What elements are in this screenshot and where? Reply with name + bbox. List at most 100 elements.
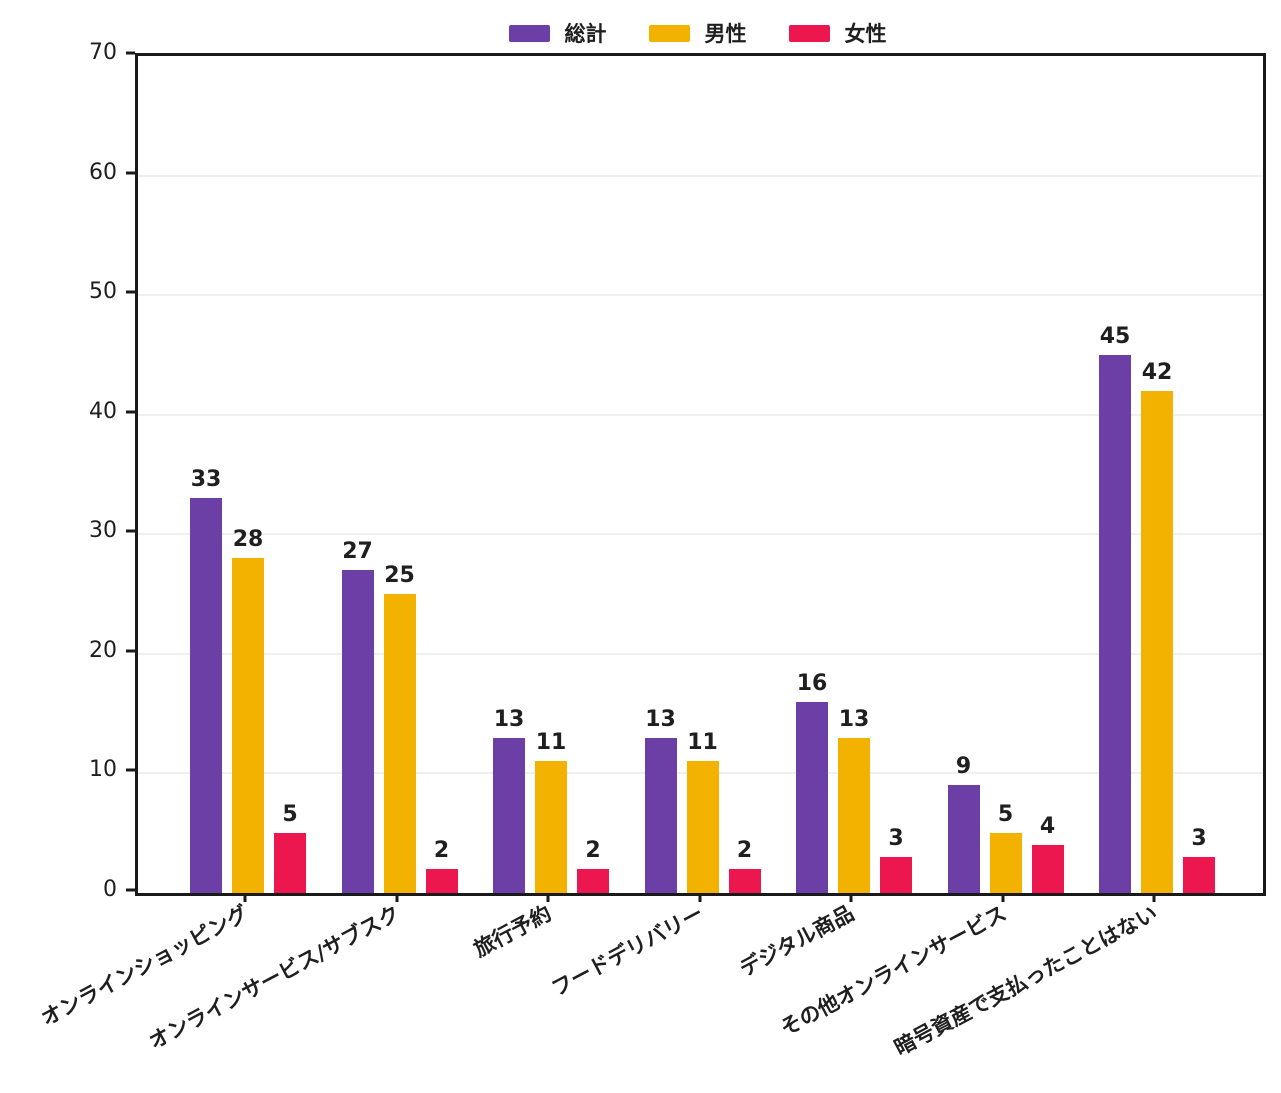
bar-wrap: 42: [1141, 359, 1173, 893]
bar-group: 16 13 3: [796, 672, 912, 893]
bar-value-label: 2: [585, 838, 601, 864]
bar-wrap: 13: [493, 706, 525, 893]
legend-label: 男性: [704, 22, 747, 46]
x-tick-label: フードデリバリー: [547, 901, 707, 1002]
x-tick-label: デジタル商品: [736, 901, 859, 982]
bar-wrap: 16: [796, 672, 828, 893]
bar-value-label: 3: [888, 826, 904, 852]
bar-value-label: 9: [955, 754, 972, 780]
y-tick-label: 50: [89, 279, 117, 305]
legend-swatch-icon: [648, 24, 690, 42]
bar: [341, 570, 374, 893]
bar-wrap: 2: [425, 838, 458, 893]
x-axis-labels: オンラインショッピング オンラインサービス/サブスク 旅行予約 フードデリバリー デジタ…: [37, 901, 1260, 1091]
plot-area: 33 28 5 27 25 2 13 11 2 13 11 2 16 13 3 9 5 4 45 42 3: [135, 53, 1266, 896]
bar-wrap: 45: [1099, 323, 1131, 893]
legend-swatch-icon: [788, 24, 830, 42]
bar: [728, 869, 761, 893]
bar-value-label: 2: [433, 838, 450, 864]
bar-value-label: 42: [1141, 359, 1173, 385]
y-tick-mark: [126, 290, 135, 294]
bar-group: 45 42 3: [1099, 323, 1215, 893]
y-tick-label: 40: [89, 398, 117, 424]
x-tick-label: 暗号資産で支払ったことはない: [890, 901, 1162, 1061]
bar: [880, 857, 912, 893]
bar-value-label: 33: [190, 467, 222, 493]
bar: [425, 869, 458, 893]
bar-wrap: 9: [947, 754, 980, 893]
bar: [796, 701, 828, 893]
bar: [686, 761, 719, 893]
bar: [1099, 354, 1131, 893]
y-tick-mark: [126, 51, 135, 55]
bar-value-label: 25: [384, 563, 415, 589]
legend-swatch-icon: [508, 24, 550, 42]
x-axis-ticks: [135, 893, 1260, 903]
bar-wrap: 4: [1031, 814, 1064, 893]
bar: [577, 869, 609, 893]
bar-value-label: 3: [1191, 826, 1207, 852]
y-tick-mark: [126, 410, 135, 414]
bar-wrap: 27: [341, 539, 374, 893]
bar: [383, 594, 416, 893]
y-tick-label: 70: [89, 40, 117, 65]
y-tick-mark: [126, 888, 135, 892]
bar-wrap: 3: [880, 828, 912, 893]
bar-wrap: 5: [989, 802, 1022, 893]
x-tick-mark: [546, 893, 550, 902]
grid-line: [138, 652, 1263, 655]
bar-wrap: 13: [644, 706, 677, 893]
y-axis: 0 10 20 30 40 50 60 70: [0, 42, 135, 901]
y-tick-label: 0: [103, 877, 117, 902]
bar-wrap: 2: [577, 840, 609, 893]
bar-value-label: 11: [535, 730, 567, 756]
bar: [190, 498, 222, 893]
bar-group: 13 11 2: [644, 706, 761, 893]
y-tick-mark: [126, 768, 135, 772]
bar: [274, 833, 306, 893]
bar-value-label: 28: [232, 527, 264, 553]
x-tick-mark: [1001, 893, 1004, 902]
y-tick-mark: [126, 171, 135, 175]
bar-value-label: 27: [342, 539, 373, 565]
bar: [493, 737, 525, 893]
bar-value-label: 13: [493, 706, 525, 732]
bar-wrap: 13: [838, 706, 870, 893]
legend-item: 総計: [508, 18, 607, 48]
bar: [1183, 857, 1215, 893]
bar-value-label: 5: [997, 802, 1014, 828]
x-tick-label: 旅行予約: [469, 901, 556, 962]
legend-item: 男性: [648, 18, 747, 48]
bar-wrap: 28: [232, 529, 264, 893]
bar-wrap: 25: [383, 563, 416, 893]
grid-line: [138, 413, 1263, 416]
bar: [989, 833, 1022, 893]
bar-group: 33 28 5: [190, 469, 306, 893]
bar: [1141, 390, 1173, 893]
bar-wrap: 2: [728, 838, 761, 893]
legend-label: 女性: [844, 22, 887, 46]
legend-item: 女性: [788, 18, 887, 48]
x-tick-label: オンラインサービス/サブスク: [144, 901, 404, 1054]
x-tick-mark: [243, 893, 247, 902]
grid-line: [138, 174, 1263, 177]
bar-value-label: 5: [282, 802, 298, 828]
bar-value-label: 11: [687, 730, 718, 756]
bar-value-label: 2: [736, 838, 753, 864]
bar-value-label: 4: [1039, 814, 1056, 840]
x-tick-mark: [395, 893, 398, 902]
bar-wrap: 11: [686, 730, 719, 893]
y-tick-label: 20: [89, 637, 117, 663]
bar-group: 27 25 2: [341, 539, 458, 893]
bar-value-label: 45: [1099, 323, 1131, 349]
grid-line: [138, 294, 1263, 297]
bar-value-label: 13: [645, 706, 676, 732]
bar-wrap: 33: [190, 469, 222, 893]
bar: [947, 785, 980, 893]
grid-line: [138, 533, 1263, 536]
legend: 総計 男性 女性: [135, 18, 1260, 48]
bar: [838, 737, 870, 893]
bar-value-label: 13: [838, 706, 870, 732]
bar-wrap: 5: [274, 804, 306, 893]
